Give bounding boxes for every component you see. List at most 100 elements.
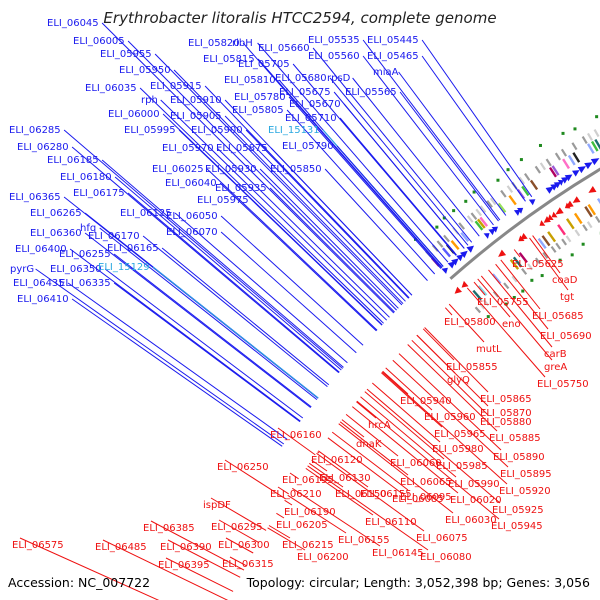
forward-gene-label: ELI_06265 — [30, 208, 82, 219]
reverse-gene-label: ELI_06295 — [211, 522, 263, 533]
forward-gene-leader — [343, 103, 465, 249]
gc-tick — [518, 176, 526, 185]
reverse-gene-label: ELI_06095 — [400, 492, 452, 503]
reverse-gene-label: ELI_05960 — [424, 412, 476, 423]
forward-gene-label: ELI_05670 — [289, 99, 341, 110]
reverse-gene-leader — [341, 419, 365, 438]
forward-gene-arrow — [545, 186, 554, 194]
forward-gene-leader — [220, 231, 357, 354]
forward-gene-label: ELI_06050 — [166, 211, 218, 222]
forward-gene-leader — [245, 129, 409, 299]
accession-text: Accession: NC_007722 — [8, 575, 150, 590]
green-marker — [519, 158, 523, 162]
reverse-gene-arrow — [555, 207, 564, 215]
forward-gene-label: ELI_06040 — [165, 178, 217, 189]
feature-tracks — [413, 115, 600, 319]
forward-gene-leader — [84, 232, 312, 408]
reverse-gene-leader — [371, 382, 441, 443]
forward-gene-label: ELI_05710 — [285, 113, 337, 124]
green-marker — [486, 315, 490, 319]
gc-tick — [443, 234, 450, 243]
gc-tick — [503, 282, 510, 290]
forward-gene-leader — [152, 266, 319, 399]
gc-tick — [479, 205, 487, 213]
forward-gene-label: ELI_05445 — [367, 35, 419, 46]
forward-gene-leader — [104, 268, 304, 419]
gc-tick — [436, 240, 444, 248]
forward-gene-leader — [204, 85, 410, 299]
forward-gene-leader — [362, 39, 501, 221]
reverse-gene-label: ELI_06195 — [282, 475, 334, 486]
reverse-gene-label: ispDF — [203, 500, 231, 511]
cog-block — [596, 198, 600, 205]
forward-gene-label: ELI_06175 — [73, 188, 125, 199]
forward-gene-label: ELI_05680 — [275, 73, 327, 84]
gc-tick — [511, 275, 518, 283]
forward-gene-leader — [362, 55, 494, 226]
forward-gene-label: ELI_06000 — [108, 109, 160, 120]
cog-block — [557, 224, 566, 236]
forward-gene-label: ELI_15131 — [268, 125, 320, 136]
gc-tick — [587, 132, 593, 141]
cog-block — [565, 218, 575, 230]
reverse-gene-leader — [416, 334, 489, 407]
forward-gene-label: ELI_05955 — [100, 49, 152, 60]
gc-tick — [565, 235, 572, 243]
cog-block — [508, 194, 517, 206]
cog-block — [562, 158, 571, 170]
forward-gene-label: ELI_06280 — [17, 142, 69, 153]
reverse-gene-leader — [360, 396, 457, 478]
reverse-gene-label: ELI_05920 — [499, 486, 551, 497]
reverse-gene-label: ELI_05890 — [493, 452, 545, 463]
forward-gene-leader — [69, 248, 301, 422]
gc-tick — [489, 197, 497, 206]
reverse-gene-label: ELI_05880 — [480, 417, 532, 428]
cog-block — [521, 185, 530, 197]
backbone-arc — [449, 167, 600, 280]
reverse-gene-leader — [500, 259, 541, 310]
forward-gene-label: ELI_05660 — [258, 43, 310, 54]
cog-block — [476, 218, 486, 229]
reverse-gene-leader — [316, 452, 425, 532]
green-marker — [538, 143, 542, 147]
forward-gene-leader — [398, 71, 507, 216]
reverse-gene-leader — [277, 486, 289, 495]
forward-gene-leader — [286, 109, 436, 275]
forward-gene-leader — [288, 96, 442, 269]
forward-gene-label: ELI_05900 — [191, 125, 243, 136]
cog-block — [450, 240, 460, 251]
forward-gene-leader — [257, 58, 443, 268]
cog-block — [497, 202, 507, 213]
reverse-gene-leader — [331, 431, 409, 491]
reverse-gene-label: ELI_06075 — [416, 533, 468, 544]
cog-block — [586, 143, 595, 154]
green-marker — [442, 216, 446, 220]
gc-tick — [550, 245, 557, 253]
reverse-gene-label: ELI_06155 — [338, 535, 390, 546]
reverse-gene-leader — [477, 278, 511, 318]
forward-gene-label: ELI_06005 — [73, 36, 125, 47]
forward-gene-arrow — [441, 267, 448, 274]
reverse-gene-label: ELI_05625 — [512, 259, 564, 270]
reverse-gene-arrow — [454, 286, 462, 294]
forward-gene-label: ELI_06125 — [120, 208, 172, 219]
reverse-gene-leader — [356, 400, 500, 520]
gc-tick — [560, 148, 568, 157]
reverse-gene-leader — [167, 539, 241, 578]
forward-gene-label: ELI_05565 — [345, 87, 397, 98]
reverse-gene-leader — [165, 557, 234, 592]
forward-gene-arrow — [451, 258, 459, 266]
cog-block — [518, 252, 528, 264]
reverse-gene-label: ELI_06190 — [284, 507, 336, 518]
forward-gene-label: ELI_06365 — [9, 192, 61, 203]
forward-gene-label: miaA — [373, 67, 399, 78]
reverse-gene-label: dnaK — [356, 439, 382, 450]
gc-tick — [482, 299, 490, 307]
gc-tick — [554, 152, 562, 161]
reverse-gene-label: ELI_06315 — [222, 559, 274, 570]
green-marker — [512, 295, 516, 299]
reverse-gene-label: mutL — [476, 344, 502, 355]
cog-block — [541, 235, 551, 247]
forward-gene-arrow — [577, 166, 586, 174]
reverse-gene-label: glyQ — [447, 375, 470, 386]
